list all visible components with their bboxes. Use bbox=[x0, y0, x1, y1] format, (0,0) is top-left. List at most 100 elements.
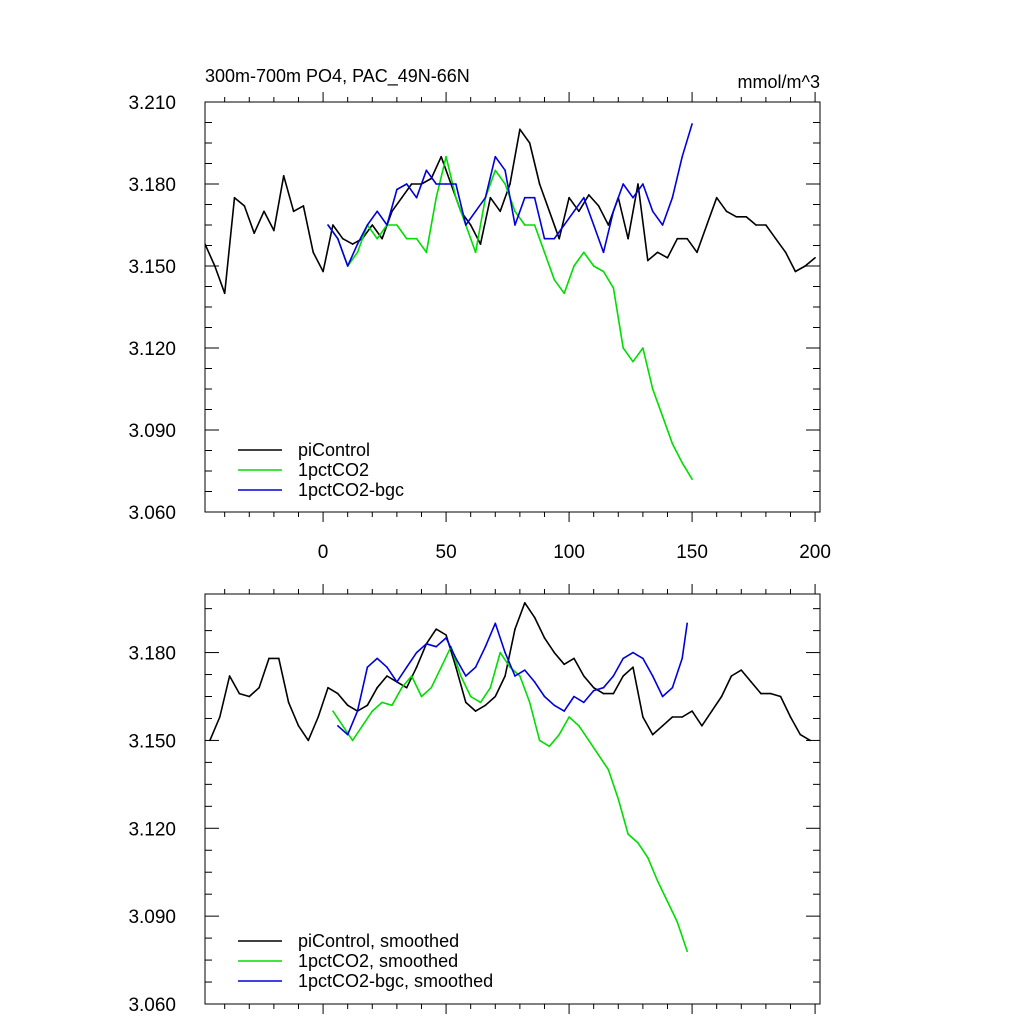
data-point bbox=[504, 183, 506, 185]
data-point bbox=[341, 237, 344, 240]
data-point bbox=[755, 224, 757, 226]
data-point bbox=[592, 224, 595, 226]
series-line bbox=[327, 123, 693, 267]
data-point bbox=[627, 833, 629, 835]
data-point bbox=[651, 210, 654, 213]
data-point bbox=[553, 278, 556, 281]
data-point bbox=[730, 675, 733, 677]
data-point bbox=[671, 716, 674, 718]
data-point bbox=[666, 900, 669, 903]
series-line bbox=[332, 645, 688, 952]
x-tick-label: 0 bbox=[318, 542, 329, 563]
data-point bbox=[243, 205, 246, 207]
data-point bbox=[573, 210, 575, 213]
data-point bbox=[632, 196, 634, 199]
data-point bbox=[484, 704, 487, 707]
chart-units: mmol/m^3 bbox=[738, 72, 820, 92]
data-point bbox=[415, 651, 418, 654]
data-point bbox=[273, 229, 275, 232]
data-point bbox=[297, 724, 300, 727]
data-point bbox=[647, 259, 649, 262]
data-point bbox=[602, 692, 605, 695]
series-3 bbox=[337, 622, 688, 736]
data-point bbox=[405, 183, 408, 185]
data-point bbox=[666, 257, 669, 259]
data-point bbox=[337, 724, 339, 727]
series-line bbox=[205, 128, 816, 295]
data-point bbox=[632, 360, 634, 363]
data-point bbox=[386, 224, 388, 226]
data-point bbox=[637, 842, 639, 844]
data-point bbox=[464, 675, 467, 677]
data-point bbox=[474, 666, 477, 669]
data-point bbox=[410, 183, 413, 185]
data-point bbox=[809, 739, 811, 742]
series-2 bbox=[332, 645, 688, 953]
data-point bbox=[607, 224, 610, 226]
data-point bbox=[612, 287, 615, 289]
data-point bbox=[533, 681, 536, 683]
data-point bbox=[651, 388, 654, 390]
data-point bbox=[597, 205, 600, 207]
data-point bbox=[337, 692, 339, 695]
data-point bbox=[484, 645, 487, 648]
data-point bbox=[681, 462, 684, 464]
data-point bbox=[602, 251, 605, 254]
data-point bbox=[332, 710, 334, 712]
data-point bbox=[587, 194, 590, 196]
data-point bbox=[642, 183, 644, 185]
data-point bbox=[233, 196, 236, 199]
data-point bbox=[519, 675, 521, 677]
data-point bbox=[317, 716, 319, 718]
series-1 bbox=[209, 601, 811, 742]
data-point bbox=[784, 251, 787, 254]
data-point bbox=[440, 155, 442, 158]
data-point bbox=[376, 210, 379, 213]
data-point bbox=[632, 651, 634, 654]
data-point bbox=[440, 666, 442, 669]
y-tick-label: 3.090 bbox=[128, 421, 176, 442]
data-point bbox=[292, 210, 295, 213]
data-point bbox=[479, 701, 482, 704]
data-point bbox=[435, 183, 438, 185]
data-point bbox=[396, 224, 398, 226]
data-point bbox=[263, 210, 265, 213]
data-point bbox=[366, 704, 369, 707]
data-point bbox=[519, 128, 521, 131]
data-point bbox=[351, 243, 354, 245]
data-point bbox=[553, 651, 556, 654]
data-point bbox=[592, 265, 595, 267]
data-point bbox=[218, 716, 221, 718]
data-point bbox=[464, 701, 467, 704]
data-point bbox=[460, 675, 462, 677]
legend-label: 1pctCO2 bbox=[298, 460, 369, 480]
data-point bbox=[248, 695, 251, 698]
data-point bbox=[533, 616, 536, 619]
series-3 bbox=[327, 123, 693, 267]
series-2 bbox=[327, 155, 693, 481]
data-point bbox=[366, 224, 369, 226]
data-point bbox=[681, 657, 684, 660]
data-point bbox=[696, 251, 698, 254]
data-point bbox=[455, 196, 457, 199]
data-point bbox=[568, 716, 570, 718]
data-point bbox=[405, 686, 408, 689]
data-point bbox=[538, 739, 541, 742]
legend-label: piControl, smoothed bbox=[298, 931, 459, 951]
data-point bbox=[563, 224, 565, 226]
data-point bbox=[346, 704, 349, 707]
data-point bbox=[504, 169, 506, 172]
data-point bbox=[524, 601, 526, 604]
data-point bbox=[514, 628, 516, 630]
series-line bbox=[327, 155, 693, 480]
data-point bbox=[509, 183, 511, 185]
data-point bbox=[548, 210, 551, 213]
data-point bbox=[386, 666, 388, 669]
data-point bbox=[533, 224, 536, 226]
data-point bbox=[425, 251, 428, 254]
data-point bbox=[548, 745, 551, 748]
data-point bbox=[415, 666, 418, 669]
data-point bbox=[228, 675, 231, 677]
data-point bbox=[253, 232, 255, 234]
